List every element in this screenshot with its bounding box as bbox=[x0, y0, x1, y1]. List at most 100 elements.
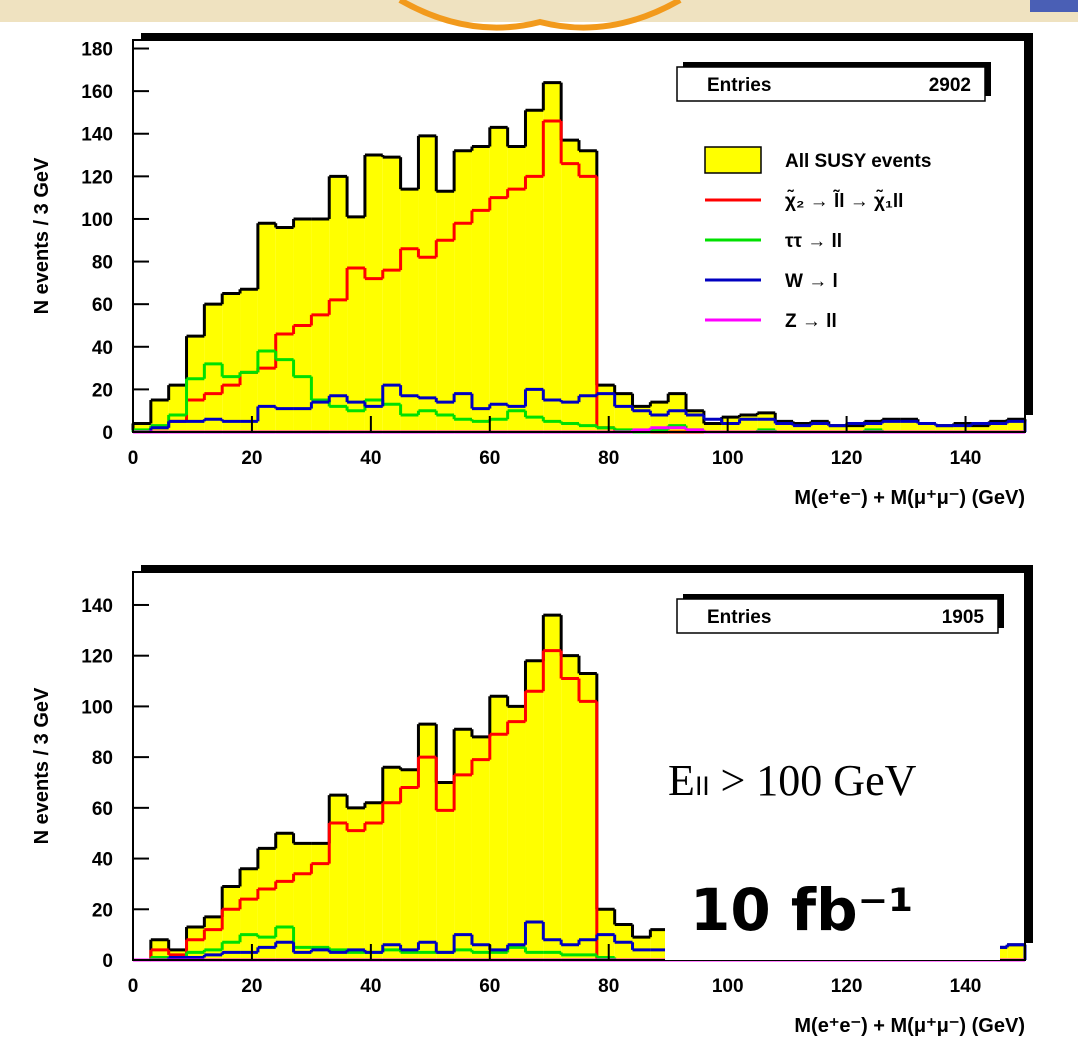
histogram-bar bbox=[917, 423, 936, 432]
histogram-bar bbox=[775, 421, 794, 432]
histogram-bar bbox=[650, 402, 669, 432]
stats-value: 2902 bbox=[929, 75, 971, 96]
y-tick-label: 100 bbox=[81, 210, 113, 231]
stats-label: Entries bbox=[707, 75, 771, 96]
histogram-bar bbox=[347, 807, 365, 960]
histogram-bar bbox=[935, 425, 954, 432]
histogram-bar bbox=[240, 289, 258, 432]
x-tick-label: 140 bbox=[950, 448, 982, 469]
histogram-bar bbox=[240, 868, 258, 960]
histogram-bar bbox=[864, 421, 883, 432]
histogram-bar bbox=[668, 393, 687, 432]
x-tick-label: 120 bbox=[831, 976, 863, 997]
header-strip bbox=[0, 0, 1078, 22]
histogram-bar bbox=[150, 400, 169, 432]
annotation: Eₗₗ > 100 GeV bbox=[668, 756, 917, 805]
histogram-bar bbox=[454, 150, 472, 433]
histogram-bar bbox=[632, 406, 651, 432]
y-tick-label: 80 bbox=[92, 748, 113, 769]
histogram-bar bbox=[846, 425, 865, 432]
x-tick-label: 0 bbox=[128, 448, 139, 469]
histogram-bar bbox=[311, 218, 330, 432]
legend-swatch bbox=[704, 146, 762, 174]
x-tick-label: 80 bbox=[598, 976, 619, 997]
histogram-bar bbox=[561, 140, 579, 432]
histogram-bar bbox=[418, 724, 437, 960]
y-tick-label: 60 bbox=[92, 295, 113, 316]
histogram-bar bbox=[222, 293, 241, 432]
histogram-bar bbox=[275, 227, 294, 432]
y-tick-label: 120 bbox=[81, 647, 113, 668]
x-tick-label: 60 bbox=[479, 976, 500, 997]
y-tick-label: 180 bbox=[81, 40, 113, 61]
x-tick-label: 20 bbox=[241, 448, 262, 469]
histogram-bar bbox=[543, 82, 562, 432]
annotation-box bbox=[665, 862, 1000, 960]
x-tick-label: 100 bbox=[712, 448, 744, 469]
x-tick-label: 60 bbox=[479, 448, 500, 469]
histogram-bar bbox=[757, 412, 776, 432]
plot-frame bbox=[132, 39, 1026, 433]
histogram-bar bbox=[382, 767, 401, 960]
histogram-bar bbox=[168, 385, 187, 432]
histogram-bar bbox=[525, 110, 544, 432]
histogram-bar bbox=[596, 385, 615, 432]
y-tick-label: 140 bbox=[81, 125, 113, 146]
histogram-bar bbox=[436, 782, 455, 960]
y-tick-label: 60 bbox=[92, 799, 113, 820]
annotation: 10 fb⁻¹ bbox=[690, 876, 914, 944]
x-tick-label: 100 bbox=[712, 976, 744, 997]
histogram-bar bbox=[525, 660, 544, 960]
histogram-bar bbox=[810, 421, 829, 432]
x-tick-label: 40 bbox=[360, 976, 381, 997]
stats-box bbox=[676, 66, 986, 102]
legend-label: Z → ll bbox=[785, 311, 837, 332]
x-axis-label: M(e⁺e⁻) + M(μ⁺μ⁻) (GeV) bbox=[794, 1015, 1025, 1037]
histogram-bar bbox=[471, 736, 490, 960]
histogram-bar bbox=[543, 615, 562, 960]
y-tick-label: 100 bbox=[81, 697, 113, 718]
histogram-bar bbox=[507, 706, 526, 960]
histogram-bar bbox=[382, 157, 401, 432]
plot-frame bbox=[132, 571, 1026, 961]
x-tick-label: 80 bbox=[598, 448, 619, 469]
histogram-bar bbox=[489, 127, 508, 432]
histogram-bar bbox=[186, 927, 205, 960]
frame-shadow bbox=[141, 33, 1033, 40]
histogram-bar bbox=[650, 929, 669, 960]
x-tick-label: 20 bbox=[241, 976, 262, 997]
histogram-bar bbox=[329, 176, 348, 432]
y-tick-label: 140 bbox=[81, 596, 113, 617]
y-tick-label: 120 bbox=[81, 167, 113, 188]
y-tick-label: 0 bbox=[102, 423, 113, 444]
histogram-bar bbox=[739, 414, 758, 432]
header-ornament bbox=[398, 0, 682, 31]
histogram-bar bbox=[222, 886, 241, 960]
frame-shadow bbox=[1025, 33, 1033, 415]
stats-label: Entries bbox=[707, 607, 771, 628]
stats-box bbox=[676, 598, 999, 634]
stats-value: 1905 bbox=[942, 607, 985, 628]
histogram-bar bbox=[400, 769, 419, 960]
legend-label: χ̃₂ → l̃l → χ̃₁ll bbox=[785, 189, 903, 212]
histogram-bar bbox=[989, 421, 1008, 432]
histogram-bar bbox=[311, 843, 330, 960]
histogram-bar bbox=[293, 843, 312, 960]
y-axis-label: N events / 3 GeV bbox=[31, 687, 53, 844]
histogram-bar bbox=[347, 216, 365, 432]
x-tick-label: 120 bbox=[831, 448, 863, 469]
x-tick-label: 0 bbox=[128, 976, 139, 997]
histogram-bar bbox=[186, 336, 205, 432]
histogram-bar bbox=[1007, 944, 1025, 960]
y-tick-label: 80 bbox=[92, 253, 113, 274]
histogram-bar bbox=[614, 393, 633, 432]
histogram-bar bbox=[454, 729, 472, 960]
histogram-bar bbox=[329, 795, 348, 960]
histogram-bar bbox=[436, 191, 455, 432]
y-tick-label: 20 bbox=[92, 380, 113, 401]
x-axis-label: M(e⁺e⁻) + M(μ⁺μ⁻) (GeV) bbox=[794, 487, 1025, 509]
y-tick-label: 40 bbox=[92, 338, 113, 359]
histogram-bar bbox=[364, 155, 383, 433]
y-axis-label: N events / 3 GeV bbox=[31, 157, 53, 314]
y-tick-label: 160 bbox=[81, 82, 113, 103]
